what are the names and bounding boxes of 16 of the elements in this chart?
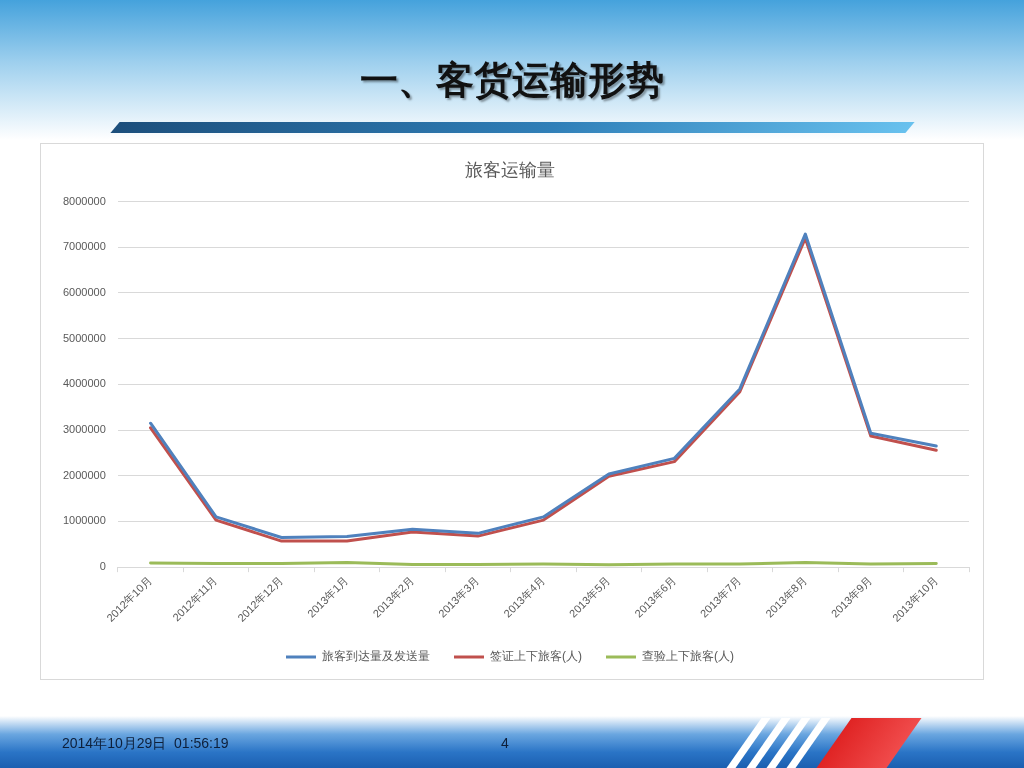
y-tick-label: 6000000 [63, 286, 106, 299]
y-tick-label: 3000000 [63, 423, 106, 436]
chart-subtitle: 旅客运输量 [465, 159, 555, 180]
y-tick-label: 4000000 [63, 377, 106, 390]
y-tick-label: 7000000 [63, 240, 106, 253]
chart-title: 一、客货运输形势 [359, 58, 665, 103]
y-tick-label: 1000000 [63, 514, 106, 527]
y-tick-label: 2000000 [63, 468, 106, 481]
y-tick-label: 8000000 [63, 194, 106, 207]
legend-label: 签证上下旅客(人) [490, 649, 583, 664]
y-tick-label: 0 [99, 560, 106, 573]
legend-label: 查验上下旅客(人) [642, 649, 734, 664]
text: 2014年10月29日 01:56:19 [62, 734, 230, 752]
y-tick-label: 5000000 [63, 331, 106, 344]
text: 4 [500, 734, 510, 752]
legend-label: 旅客到达量及发送量 [322, 649, 431, 664]
